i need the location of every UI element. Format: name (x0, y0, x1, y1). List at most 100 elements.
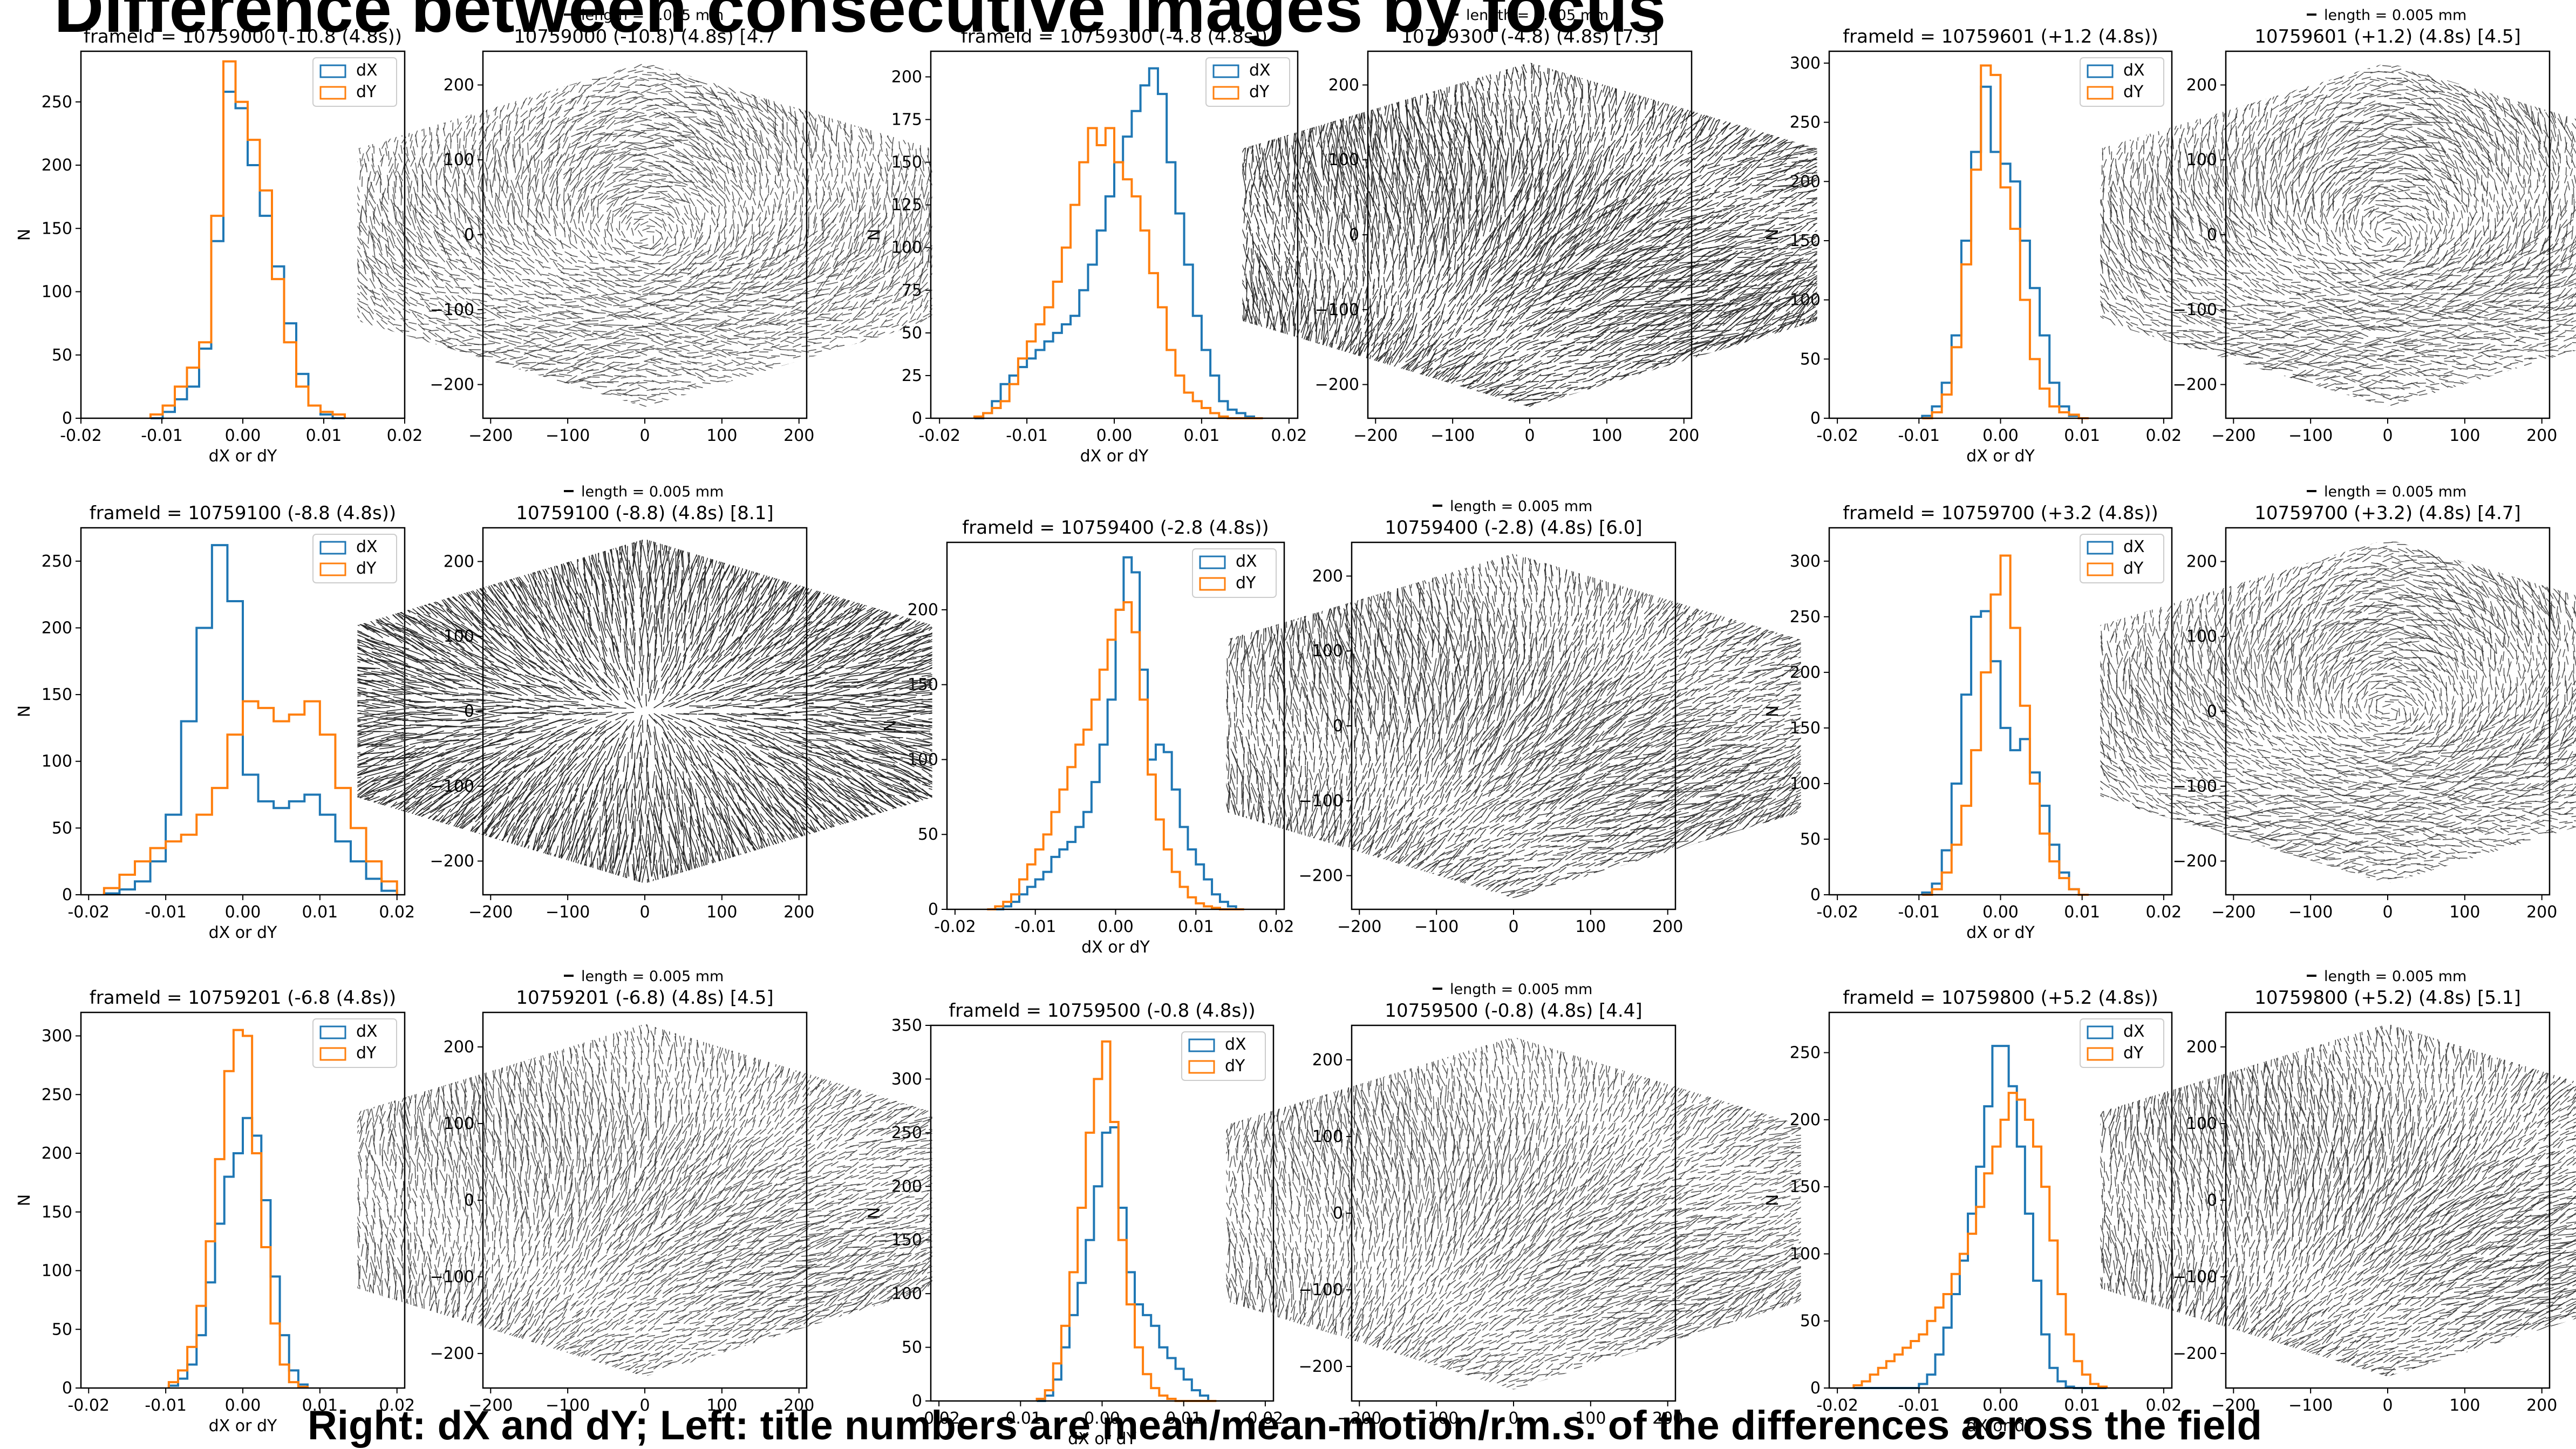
y-tick-label: 200 (444, 1038, 474, 1057)
histogram-dY-series (1853, 1093, 2107, 1388)
x-tick-label: 0 (1508, 1409, 1518, 1428)
x-tick-label: 200 (783, 1396, 814, 1415)
legend-label-dY: dY (1236, 574, 1256, 593)
x-tick-label: 100 (706, 426, 737, 445)
y-tick-label: 50 (902, 1338, 922, 1357)
y-tick-label: 150 (42, 685, 72, 704)
x-tick-label: -0.02 (1816, 1396, 1858, 1415)
x-tick-label: 0.01 (306, 426, 342, 445)
y-tick-label: 50 (1800, 350, 1821, 369)
y-tick-label: 150 (42, 1203, 72, 1222)
y-tick-label: 50 (918, 825, 938, 844)
axes-frame (1829, 1012, 2172, 1388)
y-tick-label: 0 (62, 409, 72, 428)
quiver-title: 10759300 (-4.8) (4.8s) [7.3] (1401, 26, 1658, 47)
x-tick-label: -0.01 (1006, 426, 1048, 445)
x-tick-label: −200 (468, 426, 513, 445)
legend-label-dX: dX (1236, 552, 1257, 571)
x-tick-label: 200 (1652, 1409, 1683, 1428)
quiver-title: 10759601 (+1.2) (4.8s) [4.5] (2254, 26, 2520, 47)
x-axis-label: dX or dY (209, 1417, 277, 1436)
y-tick-label: −100 (2173, 1268, 2217, 1287)
y-tick-label: 0 (1349, 226, 1359, 244)
y-tick-label: 250 (42, 552, 72, 571)
y-tick-label: 100 (1312, 1127, 1343, 1146)
histogram-dX-series (1853, 1046, 2107, 1388)
y-tick-label: 300 (1790, 552, 1821, 571)
quiver-key-label: length = 0.005 mm (2324, 484, 2466, 500)
y-tick-label: 150 (42, 219, 72, 238)
y-tick-label: 200 (2186, 1038, 2217, 1057)
x-tick-label: 0.01 (302, 903, 338, 922)
quiver-title: 10759500 (-0.8) (4.8s) [4.4] (1385, 1000, 1642, 1022)
y-tick-label: −200 (2173, 852, 2217, 871)
y-axis-label: N (865, 1207, 884, 1219)
y-tick-label: 0 (1333, 1204, 1343, 1223)
y-tick-label: −100 (430, 777, 474, 796)
y-tick-label: −200 (1299, 1357, 1343, 1376)
x-tick-label: −200 (1353, 426, 1398, 445)
y-tick-label: 0 (912, 409, 922, 428)
x-tick-label: −100 (1414, 917, 1459, 936)
y-axis-label: N (1763, 1194, 1782, 1206)
x-tick-label: -0.01 (1898, 1396, 1940, 1415)
histogram-panel-10759300: -0.02-0.010.000.010.02025507510012515017… (877, 8, 1287, 472)
x-tick-label: −100 (2288, 1396, 2333, 1415)
y-tick-label: −100 (1299, 1281, 1343, 1300)
x-tick-label: 0.00 (225, 426, 261, 445)
x-tick-label: -0.02 (918, 1409, 960, 1428)
y-tick-label: 350 (891, 1016, 922, 1035)
y-tick-label: 0 (2207, 702, 2217, 721)
x-tick-label: 100 (706, 1396, 737, 1415)
y-tick-label: 200 (42, 156, 72, 175)
histogram-title: frameId = 10759601 (+1.2 (4.8s)) (1843, 26, 2158, 47)
x-tick-label: 100 (1575, 1409, 1606, 1428)
quiver-title: 10759400 (-2.8) (4.8s) [6.0] (1385, 517, 1642, 539)
x-tick-label: 200 (2526, 1396, 2557, 1415)
y-tick-label: 100 (1312, 642, 1343, 661)
legend-label-dY: dY (1225, 1057, 1245, 1076)
x-tick-label: 0.01 (1166, 1409, 1202, 1428)
histogram-title: frameId = 10759201 (-6.8 (4.8s)) (90, 987, 396, 1009)
y-tick-label: 200 (908, 601, 938, 620)
y-tick-label: −100 (430, 1268, 474, 1287)
quiver-key-label: length = 0.005 mm (581, 484, 724, 500)
legend: dX dY (1192, 549, 1276, 597)
y-tick-label: 100 (2186, 1114, 2217, 1133)
axes-frame (931, 1025, 1273, 1401)
y-tick-label: −200 (1315, 376, 1359, 394)
x-tick-label: 0.00 (1098, 917, 1134, 936)
y-tick-label: 100 (444, 1114, 474, 1133)
histogram-title: frameId = 10759800 (+5.2 (4.8s)) (1843, 987, 2158, 1009)
x-tick-label: 0 (2382, 903, 2393, 922)
x-tick-label: 200 (1652, 917, 1683, 936)
x-tick-label: −200 (468, 903, 513, 922)
x-axis-label: dX or dY (1081, 938, 1150, 957)
x-tick-label: −100 (2288, 426, 2333, 445)
y-tick-label: 200 (444, 552, 474, 571)
x-axis-label: dX or dY (1966, 923, 2035, 942)
x-tick-label: 0.01 (2064, 1396, 2100, 1415)
y-tick-label: 50 (52, 1320, 72, 1339)
legend-label-dY: dY (2123, 83, 2144, 101)
x-tick-label: -0.02 (67, 1396, 110, 1415)
x-axis-label: dX or dY (1080, 447, 1149, 466)
y-axis-label: N (15, 229, 34, 241)
histogram-title: frameId = 10759500 (-0.8 (4.8s)) (949, 1000, 1255, 1022)
histogram-panel-10759500: -0.02-0.010.000.010.02050100150200250300… (877, 982, 1287, 1446)
x-tick-label: 0.00 (1096, 426, 1133, 445)
histogram-dX-series (104, 545, 397, 895)
y-tick-label: 250 (1790, 608, 1821, 627)
x-tick-label: 0.02 (1258, 917, 1294, 936)
x-tick-label: 0.00 (1982, 426, 2019, 445)
axes-frame (81, 1012, 405, 1388)
